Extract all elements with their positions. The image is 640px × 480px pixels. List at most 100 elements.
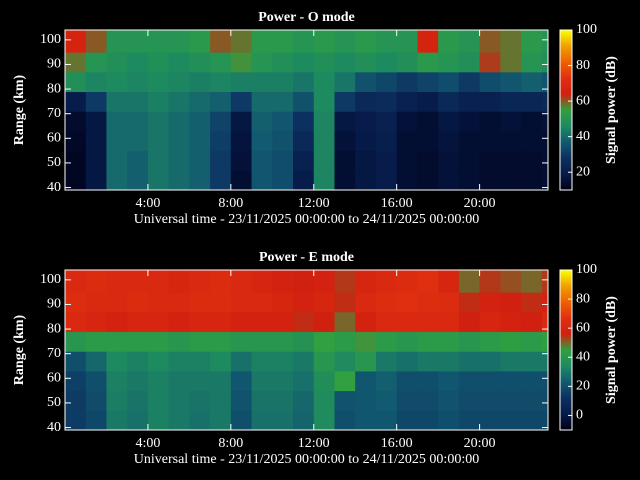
heatmap-cell xyxy=(65,52,87,73)
heatmap-cell xyxy=(147,30,170,53)
heatmap-cell xyxy=(251,170,273,191)
heatmap-cell xyxy=(168,292,190,313)
heatmap-cell xyxy=(65,170,87,191)
heatmap-cell xyxy=(458,52,481,73)
heatmap-cell xyxy=(293,150,315,171)
heatmap-cell xyxy=(189,311,211,333)
heatmap-cell xyxy=(168,150,190,171)
heatmap-cell xyxy=(313,150,335,171)
heatmap-cell xyxy=(500,150,522,171)
y-tick-label: 40 xyxy=(47,420,61,435)
heatmap-cell xyxy=(458,410,481,431)
heatmap-cell xyxy=(230,390,253,411)
colorbar-frame xyxy=(559,269,573,431)
heatmap-cell xyxy=(65,292,87,313)
heatmap-cell xyxy=(375,331,398,352)
heatmap-cell xyxy=(313,30,335,53)
heatmap-cell xyxy=(230,410,253,431)
heatmap-cell xyxy=(168,311,190,333)
heatmap-cell xyxy=(355,311,377,333)
heatmap-cell xyxy=(272,390,294,411)
heatmap-cell xyxy=(230,71,253,93)
heatmap-cell xyxy=(106,351,128,372)
heatmap-cell xyxy=(521,331,543,352)
heatmap-cell xyxy=(541,91,549,112)
heatmap-cell xyxy=(438,270,460,293)
heatmap-cell xyxy=(479,30,501,53)
heatmap-cell xyxy=(251,370,273,392)
heatmap-cell xyxy=(272,370,294,392)
heatmap-cell xyxy=(147,292,170,313)
heatmap-cell xyxy=(210,30,232,53)
heatmap-cell xyxy=(438,71,460,93)
heatmap-cell xyxy=(521,91,543,112)
heatmap-cell xyxy=(334,331,356,352)
heatmap-cell xyxy=(251,91,273,112)
heatmap-cell xyxy=(355,331,377,352)
heatmap-cell xyxy=(479,390,501,411)
heatmap-cell xyxy=(458,311,481,333)
heatmap-cell xyxy=(500,292,522,313)
heatmap-cell xyxy=(168,390,190,411)
heatmap-cell xyxy=(251,130,273,152)
y-tick-label: 70 xyxy=(47,346,61,361)
heatmap-cell xyxy=(541,111,549,132)
heatmap-cell xyxy=(65,331,87,352)
colorbar-tick-label: 100 xyxy=(576,22,597,37)
heatmap-cell xyxy=(500,71,522,93)
heatmap-cell xyxy=(438,410,460,431)
heatmap-cell xyxy=(500,270,522,293)
heatmap-cell xyxy=(106,331,128,352)
heatmap-cell xyxy=(65,311,87,333)
heatmap-cell xyxy=(168,91,190,112)
heatmap-cell xyxy=(251,351,273,372)
heatmap-cell xyxy=(458,351,481,372)
heatmap-cell xyxy=(127,311,149,333)
heatmap-cell xyxy=(438,150,460,171)
heatmap-cell xyxy=(230,311,253,333)
heatmap-cell xyxy=(85,292,107,313)
heatmap-cell xyxy=(458,292,481,313)
heatmap-cell xyxy=(334,311,356,333)
y-axis-label: Range (km) xyxy=(12,314,27,385)
heatmap-cell xyxy=(127,130,149,152)
heatmap-cell xyxy=(313,390,335,411)
heatmap-cell xyxy=(417,331,439,352)
heatmap-cell xyxy=(541,30,549,53)
heatmap-cell xyxy=(168,52,190,73)
heatmap-cell xyxy=(541,270,549,293)
heatmap-cell xyxy=(293,30,315,53)
heatmap-cell xyxy=(65,130,87,152)
heatmap-cell xyxy=(334,292,356,313)
heatmap-cell xyxy=(396,390,418,411)
heatmap-cell xyxy=(106,390,128,411)
heatmap-cell xyxy=(189,91,211,112)
heatmap-cell xyxy=(168,351,190,372)
x-tick-label: 8:00 xyxy=(218,436,243,451)
heatmap-cell xyxy=(334,150,356,171)
heatmap-cell xyxy=(230,331,253,352)
heatmap-cell xyxy=(272,270,294,293)
heatmap-cell xyxy=(438,91,460,112)
heatmap-cell xyxy=(479,370,501,392)
heatmap-cell xyxy=(438,170,460,191)
heatmap-cell xyxy=(313,351,335,372)
heatmap-cell xyxy=(313,130,335,152)
heatmap-cell xyxy=(396,311,418,333)
heatmap-cell xyxy=(65,91,87,112)
heatmap-cell xyxy=(541,311,549,333)
heatmap-cell xyxy=(417,351,439,372)
heatmap-cell xyxy=(417,292,439,313)
heatmap-cell xyxy=(189,390,211,411)
heatmap-cell xyxy=(230,30,253,53)
colorbar-tick-label: 20 xyxy=(576,164,590,179)
heatmap-cell xyxy=(168,111,190,132)
x-tick-label: 20:00 xyxy=(464,436,496,451)
heatmap-cell xyxy=(479,150,501,171)
heatmap-cell xyxy=(313,311,335,333)
heatmap-cell xyxy=(438,311,460,333)
heatmap-cell xyxy=(458,150,481,171)
heatmap-cell xyxy=(313,270,335,293)
heatmap-cell xyxy=(272,91,294,112)
heatmap-cell xyxy=(251,292,273,313)
